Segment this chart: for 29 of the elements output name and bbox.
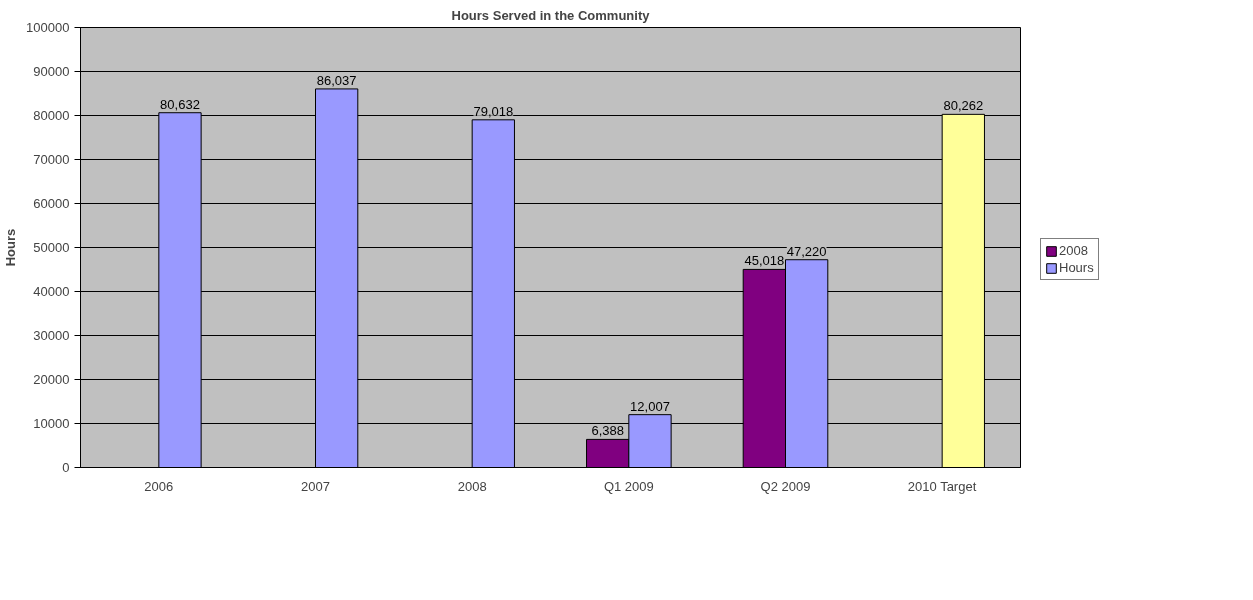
- data-label: 80,632: [160, 96, 200, 112]
- data-label: 80,262: [943, 98, 984, 114]
- y-tick-label: 60000: [33, 196, 70, 211]
- y-tick-label: 80000: [33, 108, 70, 123]
- x-tick-label: 2008: [457, 478, 487, 494]
- y-tick-label: 50000: [33, 240, 70, 255]
- data-label: 47,220: [786, 243, 827, 259]
- x-tick-label: 2006: [144, 478, 174, 494]
- data-label: 45,018: [744, 253, 785, 269]
- y-axis-title: Hours: [3, 228, 19, 267]
- data-label: 86,037: [316, 72, 357, 88]
- data-label: 79,018: [473, 103, 514, 119]
- x-tick-label: 2010 Target: [907, 478, 977, 494]
- legend-label: Hours: [1059, 260, 1094, 275]
- y-tick-label: 90000: [33, 64, 70, 79]
- data-label: 12,007: [630, 398, 670, 414]
- y-tick-label: 20000: [33, 372, 70, 387]
- y-tick-label: 30000: [33, 328, 70, 343]
- data-label: 6,388: [591, 423, 624, 439]
- y-tick-label: 0: [62, 460, 70, 475]
- x-tick-label: 2007: [301, 478, 330, 494]
- legend-label: 2008: [1059, 243, 1088, 258]
- y-tick-label: 70000: [33, 152, 70, 167]
- y-tick-label: 10000: [33, 416, 70, 431]
- x-tick-label: Q2 2009: [760, 478, 811, 494]
- y-tick-label: 40000: [33, 284, 70, 299]
- x-tick-label: Q1 2009: [603, 478, 654, 494]
- y-tick-label: 100000: [26, 20, 70, 35]
- chart-title: Hours Served in the Community: [451, 7, 651, 23]
